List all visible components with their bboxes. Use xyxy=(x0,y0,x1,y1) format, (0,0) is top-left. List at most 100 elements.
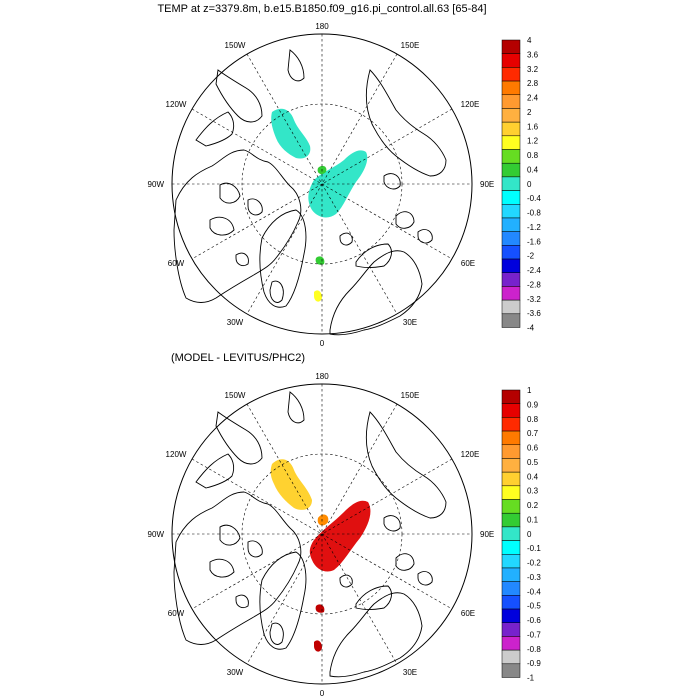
colorbar-swatch xyxy=(501,649,521,665)
coastlines xyxy=(173,391,447,678)
colorbar-label: -0.3 xyxy=(527,573,541,582)
colorbar-label: -0.2 xyxy=(527,559,541,568)
colorbar-swatch xyxy=(501,135,521,150)
colorbar-swatch xyxy=(501,554,521,569)
colorbar-swatch xyxy=(501,526,521,541)
panel-title: TEMP at z=3379.8m, b.e15.B1850.f09_g16.p… xyxy=(157,3,486,15)
field-region-main xyxy=(309,500,371,572)
longitude-labels: 180 0 90W 90E 150W 120W 60W 30W 150E 120… xyxy=(148,22,495,348)
colorbar-label: 0 xyxy=(527,530,532,539)
colorbar-label: 0.8 xyxy=(527,151,539,160)
graticule xyxy=(172,34,472,334)
field-region-small-2 xyxy=(315,604,325,613)
lon-label-60w: 60W xyxy=(168,609,185,618)
colorbar-label: 4 xyxy=(527,36,532,45)
lon-label-30e: 30E xyxy=(403,668,417,677)
colorbar-swatch xyxy=(501,121,521,137)
colorbar-label: 0.4 xyxy=(527,165,539,174)
lon-label-right: 90E xyxy=(480,530,494,539)
graticule xyxy=(172,384,472,684)
lon-label-left: 90W xyxy=(148,530,165,539)
lon-label-150e: 150E xyxy=(401,391,420,400)
colorbar-swatch xyxy=(501,299,521,315)
colorbar-label: -3.6 xyxy=(527,309,541,318)
colorbar-label: 0 xyxy=(527,180,532,189)
lon-label-150w: 150W xyxy=(225,41,246,50)
colorbar-swatch xyxy=(501,444,521,459)
lon-label-bottom: 0 xyxy=(320,689,325,698)
lon-label-right: 90E xyxy=(480,180,494,189)
colorbar-swatch xyxy=(501,94,521,109)
colorbar-label: -3.2 xyxy=(527,295,541,304)
colorbar-label: -0.4 xyxy=(527,587,541,596)
colorbar-swatch xyxy=(501,485,521,500)
lon-label-120e: 120E xyxy=(461,100,480,109)
lon-label-60w: 60W xyxy=(168,259,185,268)
colorbar-label: -0.6 xyxy=(527,616,541,625)
lon-label-top: 180 xyxy=(315,372,329,381)
colorbar-swatch xyxy=(501,595,521,610)
lon-label-150w: 150W xyxy=(225,391,246,400)
colorbar-label: -0.1 xyxy=(527,544,541,553)
colorbar-label: 0.4 xyxy=(527,472,539,481)
colorbar-swatch xyxy=(501,499,521,514)
map-boundary xyxy=(171,33,473,335)
colorbar-swatch xyxy=(501,430,521,446)
colorbar-swatch xyxy=(501,540,521,555)
colorbar-label: -2.8 xyxy=(527,280,541,289)
colorbar-label: 2.4 xyxy=(527,94,539,103)
colorbar-label: -4 xyxy=(527,324,535,333)
lon-label-150e: 150E xyxy=(401,41,420,50)
panel-top: TEMP at z=3379.8m, b.e15.B1850.f09_g16.p… xyxy=(148,3,542,348)
colorbar-label: 1 xyxy=(527,386,532,395)
colorbar-label: 0.3 xyxy=(527,487,539,496)
colorbar-label: 0.6 xyxy=(527,444,539,453)
lon-label-120e: 120E xyxy=(461,450,480,459)
colorbar-swatch xyxy=(501,204,521,219)
colorbar-label: -0.9 xyxy=(527,659,541,668)
colorbar-swatch xyxy=(501,471,521,487)
field-region-small-3 xyxy=(314,640,322,652)
colorbar-swatch xyxy=(501,286,521,301)
panel-bottom: (MODEL - LEVITUS/PHC2) xyxy=(148,352,542,698)
lon-label-30e: 30E xyxy=(403,318,417,327)
colorbar-label: -0.8 xyxy=(527,209,541,218)
colorbar-label: 2.8 xyxy=(527,79,539,88)
colorbar-label: -0.5 xyxy=(527,602,541,611)
colorbar-label: 1.2 xyxy=(527,137,539,146)
colorbar-swatch xyxy=(501,53,521,68)
colorbar-swatch xyxy=(501,581,521,596)
colorbar-swatch xyxy=(501,258,521,273)
colorbar-swatch xyxy=(501,403,521,418)
colorbar-swatch xyxy=(501,231,521,246)
field-shading xyxy=(270,459,371,652)
colorbar-label: -1 xyxy=(527,674,535,683)
lon-label-30w: 30W xyxy=(227,668,244,677)
lon-label-bottom: 0 xyxy=(320,339,325,348)
panel-title: (MODEL - LEVITUS/PHC2) xyxy=(171,352,305,364)
field-region-upper-left xyxy=(270,459,312,510)
lon-label-60e: 60E xyxy=(461,609,475,618)
colorbar-swatch xyxy=(501,162,521,178)
colorbar-label: 0.2 xyxy=(527,501,539,510)
lon-label-120w: 120W xyxy=(166,100,187,109)
colorbar-swatch xyxy=(501,67,521,82)
longitude-labels: 180 0 90W 90E 150W 120W 60W 30W 150E 120… xyxy=(148,372,495,698)
colorbar-label: -2.4 xyxy=(527,266,541,275)
colorbar-swatch xyxy=(501,190,521,205)
colorbar-label: -1.2 xyxy=(527,223,541,232)
colorbar-swatch xyxy=(501,636,521,651)
colorbar-label: -0.7 xyxy=(527,630,541,639)
colorbar-label: 0.7 xyxy=(527,429,539,438)
lon-label-120w: 120W xyxy=(166,450,187,459)
colorbar-label: 3.2 xyxy=(527,65,539,74)
field-region-small-3 xyxy=(314,290,322,302)
field-region-small-2 xyxy=(315,256,325,265)
colorbar-swatch xyxy=(501,313,521,328)
colorbar-label: -0.4 xyxy=(527,194,541,203)
colorbar-swatch xyxy=(501,217,521,232)
colorbar-label: 0.8 xyxy=(527,415,539,424)
lon-label-top: 180 xyxy=(315,22,329,31)
map-boundary xyxy=(171,383,473,685)
